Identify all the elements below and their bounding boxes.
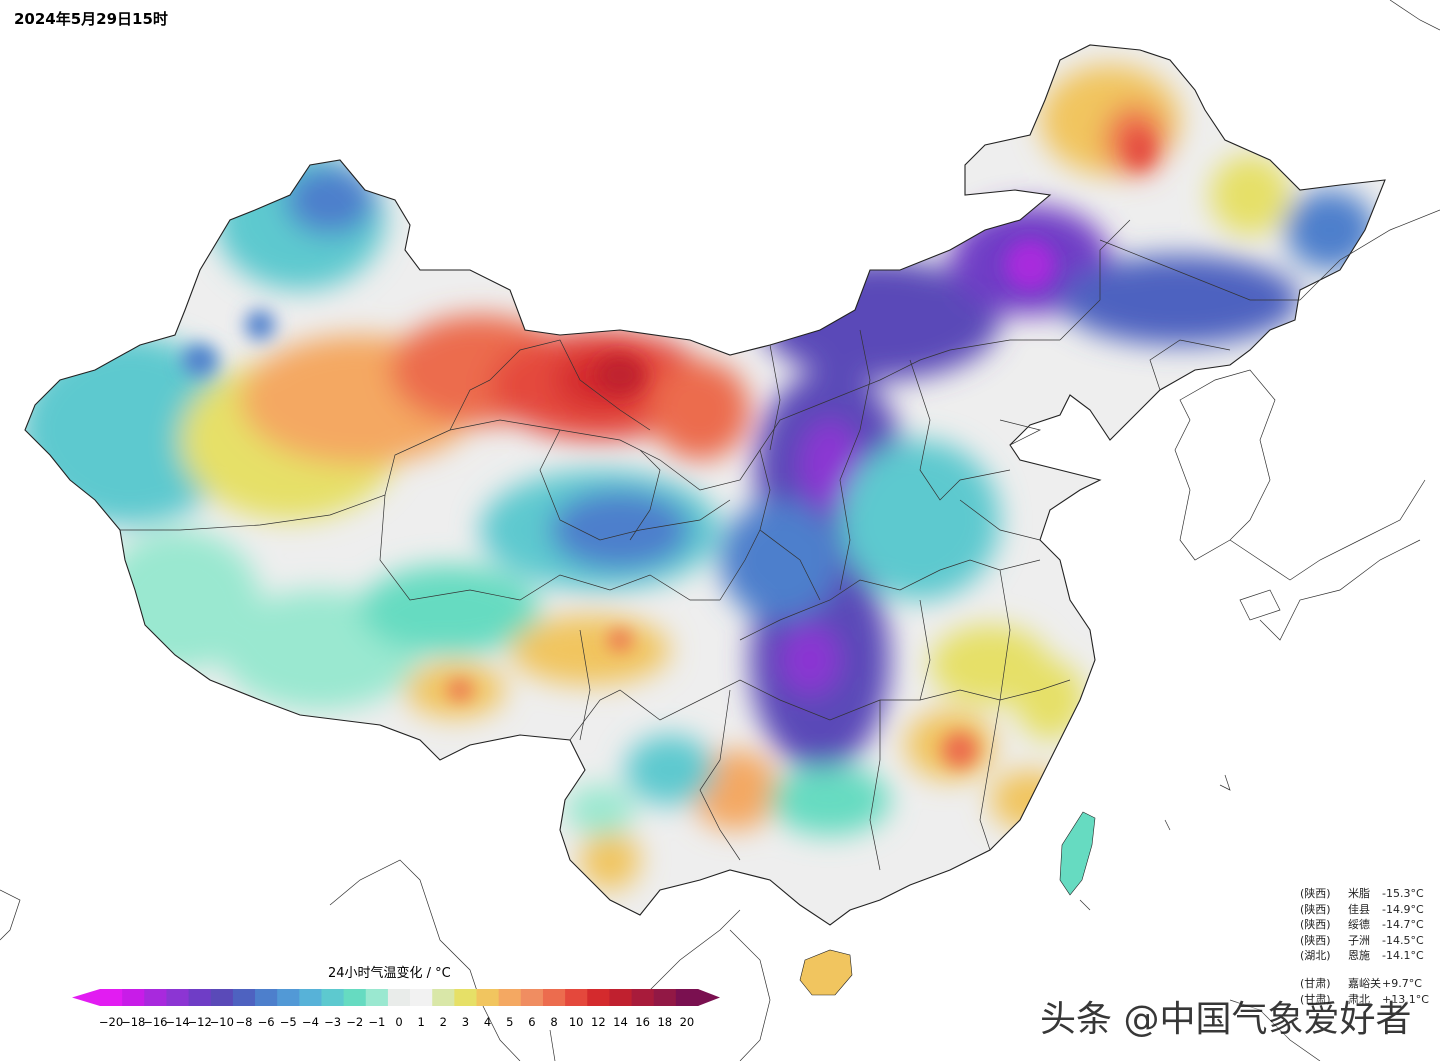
legend-tick: 18 xyxy=(657,1015,673,1029)
station-value: -14.7°C xyxy=(1382,918,1424,931)
station-province: (陕西) xyxy=(1300,918,1331,931)
legend-tick: 0 xyxy=(395,1015,403,1029)
legend-swatch xyxy=(387,989,411,1006)
station-row: (甘肃) 嘉峪关 +9.7°C xyxy=(1300,976,1432,992)
station-value: -15.3°C xyxy=(1382,887,1424,900)
station-value: +13.1°C xyxy=(1382,992,1429,1006)
legend-tick: −14 xyxy=(165,1015,190,1029)
legend-swatch xyxy=(587,989,610,1006)
legend-color-bar xyxy=(72,989,720,1006)
station-province: (陕西) xyxy=(1300,902,1331,916)
legend-swatch xyxy=(255,989,278,1006)
legend-swatch xyxy=(498,989,522,1006)
legend-swatch xyxy=(653,989,677,1006)
station-name: 子洲 xyxy=(1348,933,1370,947)
station-row: (陕西) 米脂 -15.3°C xyxy=(1300,886,1432,902)
station-name: 嘉峪关 xyxy=(1348,977,1381,990)
station-name: 肃北 xyxy=(1348,992,1370,1006)
legend-tick: 16 xyxy=(635,1015,650,1029)
legend-swatch xyxy=(609,989,633,1006)
temperature-field xyxy=(25,45,1385,925)
legend-arrow-right xyxy=(698,989,720,1006)
station-province: (甘肃) xyxy=(1300,992,1331,1006)
legend-tick: 12 xyxy=(591,1015,606,1029)
legend-swatch xyxy=(365,989,389,1006)
legend-swatch xyxy=(144,989,167,1006)
legend-tick: −16 xyxy=(143,1015,168,1029)
legend-tick: 8 xyxy=(550,1015,558,1029)
legend-tick: −1 xyxy=(368,1015,386,1029)
legend-swatch xyxy=(299,989,322,1006)
station-row: (陕西) 绥德 -14.7°C xyxy=(1300,917,1432,933)
legend-swatch xyxy=(454,989,478,1006)
legend-swatch xyxy=(100,989,123,1006)
legend-swatch xyxy=(232,989,256,1006)
legend-tick: 6 xyxy=(528,1015,536,1029)
legend-tick: −18 xyxy=(121,1015,146,1029)
station-name: 佳县 xyxy=(1348,902,1370,916)
legend-tick: 5 xyxy=(506,1015,514,1029)
station-row: (陕西) 佳县 -14.9°C xyxy=(1300,902,1432,918)
legend-swatch xyxy=(542,989,566,1006)
legend-tick: −3 xyxy=(324,1015,342,1029)
legend-tick: 2 xyxy=(439,1015,447,1029)
taiwan-island xyxy=(1059,811,1096,896)
legend-tick-labels: −20 −18 −16 −14 −12 −10 −8 −6 −5 −4 −3 −2 −1 0 1 2 3 4 5 6 8… xyxy=(88,1015,708,1031)
station-name: 米脂 xyxy=(1348,887,1370,900)
map-timestamp: 2024年5月29日15时 xyxy=(14,10,168,28)
legend-swatch xyxy=(410,989,433,1006)
legend-tick: −10 xyxy=(209,1015,234,1029)
legend-tick: 4 xyxy=(483,1015,492,1029)
legend-swatch xyxy=(565,989,588,1006)
legend-tick: −12 xyxy=(187,1015,212,1029)
station-province: (甘肃) xyxy=(1300,977,1331,990)
legend-tick: 1 xyxy=(417,1015,425,1029)
warmest-stations-list: (甘肃) 嘉峪关 +9.7°C (甘肃) 肃北 +13.1°C xyxy=(1300,976,1432,1007)
legend-swatch xyxy=(122,989,145,1006)
station-value: -14.1°C xyxy=(1382,949,1424,962)
station-row: (陕西) 子洲 -14.5°C xyxy=(1300,933,1432,949)
china-border xyxy=(24,44,1386,926)
station-name: 恩施 xyxy=(1348,949,1370,962)
legend-swatch xyxy=(631,989,655,1006)
legend-swatch xyxy=(277,989,300,1006)
legend-tick: −8 xyxy=(235,1015,253,1029)
station-province: (湖北) xyxy=(1300,949,1331,962)
legend-tick: −5 xyxy=(279,1015,297,1029)
station-value: -14.5°C xyxy=(1382,933,1424,947)
legend-tick: 14 xyxy=(613,1015,628,1029)
station-province: (陕西) xyxy=(1300,887,1331,900)
legend-swatch xyxy=(188,989,212,1006)
province-borders xyxy=(120,219,1300,871)
station-row: (甘肃) 肃北 +13.1°C xyxy=(1300,992,1432,1008)
legend-swatch xyxy=(210,989,234,1006)
legend-swatch xyxy=(675,989,699,1006)
station-province: (陕西) xyxy=(1300,933,1331,947)
station-row: (湖北) 恩施 -14.1°C xyxy=(1300,948,1432,964)
legend-tick: −6 xyxy=(257,1015,275,1029)
station-value: -14.9°C xyxy=(1382,902,1424,916)
legend-tick: 20 xyxy=(679,1015,695,1029)
legend-tick: −4 xyxy=(301,1015,319,1029)
station-value: +9.7°C xyxy=(1382,977,1422,990)
legend-swatch xyxy=(432,989,455,1006)
watermark: 头条 @中国气象爱好者 xyxy=(1040,999,1412,1040)
legend-tick: −20 xyxy=(98,1015,124,1029)
legend-arrow-left xyxy=(72,989,100,1006)
legend-tick: 3 xyxy=(461,1015,470,1029)
station-name: 绥德 xyxy=(1348,918,1370,931)
legend-title: 24小时气温变化 / °C xyxy=(328,966,451,981)
legend-swatch xyxy=(476,989,500,1006)
legend-swatch xyxy=(321,989,345,1006)
legend-swatch xyxy=(343,989,367,1006)
legend-tick: −2 xyxy=(346,1015,364,1029)
legend-swatch xyxy=(520,989,544,1006)
legend-tick: 10 xyxy=(568,1015,584,1029)
legend-swatch xyxy=(166,989,190,1006)
hainan-island xyxy=(799,949,853,996)
coldest-stations-list: (陕西) 米脂 -15.3°C (陕西) 佳县 -14.9°C (陕西) 绥德 -14.7°C(… xyxy=(1300,886,1432,964)
